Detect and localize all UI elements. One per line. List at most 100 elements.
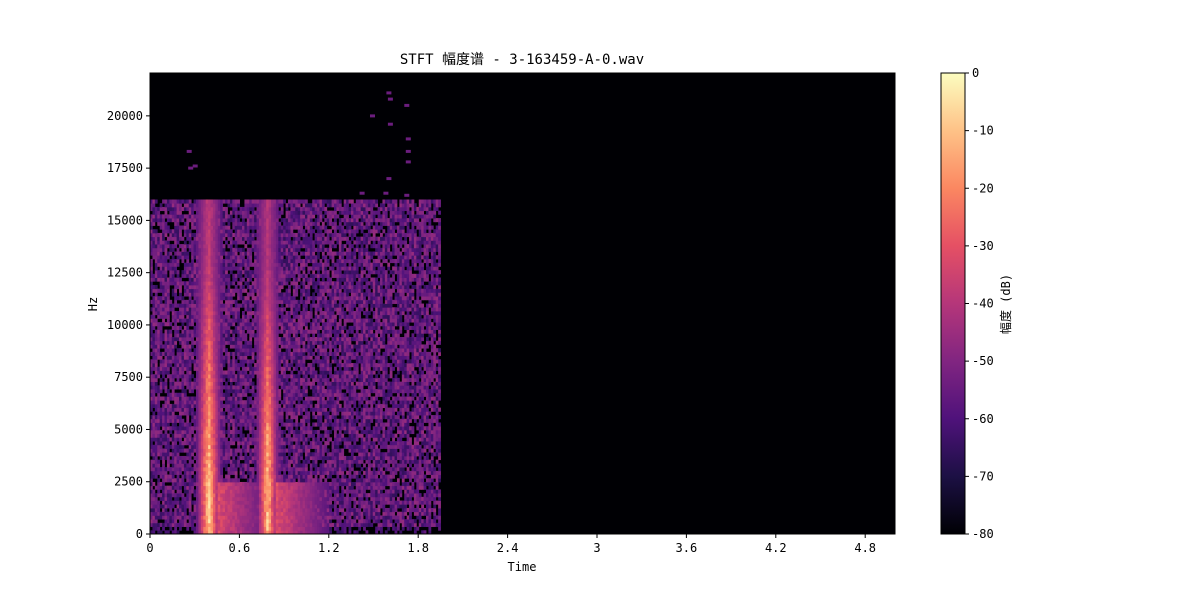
heatmap-cell (237, 221, 240, 226)
heatmap-cell (186, 403, 190, 409)
heatmap-cell (273, 496, 277, 501)
heatmap-cell (171, 340, 175, 345)
heatmap-cell (249, 478, 253, 483)
heatmap-cell (171, 511, 175, 516)
heatmap-cell (232, 199, 236, 204)
heatmap-cell (179, 526, 182, 531)
heatmap-cell (174, 403, 178, 409)
heatmap-cell (266, 422, 270, 427)
heatmap-cell (174, 355, 178, 360)
heatmap-cell (174, 496, 178, 501)
heatmap-cell (162, 526, 165, 531)
heatmap-cell (154, 370, 158, 375)
heatmap-cell (208, 526, 211, 531)
heatmap-cell (164, 348, 168, 353)
heatmap-cell (256, 519, 260, 524)
heatmap-cell (176, 452, 180, 457)
heatmap-cell (266, 511, 270, 516)
heatmap-cell (261, 493, 265, 498)
heatmap-cell (239, 225, 243, 230)
heatmap-cell (169, 329, 173, 334)
heatmap-cell (290, 351, 294, 356)
heatmap-cell (217, 247, 221, 252)
heatmap-cell (268, 337, 272, 342)
heatmap-cell (181, 270, 185, 275)
heatmap-cell (179, 251, 182, 256)
heatmap-cell (239, 284, 243, 290)
heatmap-cell (278, 273, 282, 278)
heatmap-cell (232, 437, 236, 442)
heatmap-cell (229, 519, 233, 524)
heatmap-cell (193, 221, 197, 226)
heatmap-cell (171, 374, 175, 379)
heatmap-cell (283, 452, 286, 457)
heatmap-cell (234, 389, 238, 394)
heatmap-cell (188, 281, 192, 286)
heatmap-cell (258, 232, 262, 238)
heatmap-cell (186, 351, 190, 356)
heatmap-cell (249, 377, 253, 383)
heatmap-cell (169, 467, 173, 472)
heatmap-cell (288, 467, 291, 472)
heatmap-cell (183, 232, 187, 238)
heatmap-cell (166, 266, 170, 271)
heatmap-cell (188, 452, 192, 457)
heatmap-cell (176, 270, 180, 275)
heatmap-cell (275, 422, 279, 427)
heatmap-cell (154, 210, 158, 215)
heatmap-cell (258, 325, 262, 330)
heatmap-cell (263, 474, 267, 479)
heatmap-cell (227, 400, 231, 405)
heatmap-cell (212, 474, 216, 479)
heatmap-cell (154, 199, 158, 204)
heatmap-cell (258, 374, 262, 379)
heatmap-cell (225, 429, 228, 435)
heatmap-cell (171, 318, 175, 323)
heatmap-cell (263, 459, 267, 464)
heatmap-cell (169, 489, 173, 494)
heatmap-cell (249, 448, 253, 453)
heatmap-cell (278, 522, 282, 527)
heatmap-cell (268, 199, 272, 204)
heatmap-cell (237, 370, 240, 375)
heatmap-cell (183, 270, 187, 275)
heatmap-cell (220, 429, 224, 435)
heatmap-cell (183, 474, 187, 479)
heatmap-cell (258, 415, 262, 420)
heatmap-cell (273, 210, 277, 215)
heatmap-cell (222, 500, 226, 505)
heatmap-cell (164, 452, 168, 457)
heatmap-cell (152, 333, 156, 338)
heatmap-cell (200, 389, 204, 394)
heatmap-cell (220, 452, 224, 457)
heatmap-cell (278, 504, 282, 509)
heatmap-cell (208, 229, 211, 234)
heatmap-cell (159, 481, 163, 487)
heatmap-cell (208, 426, 211, 431)
heatmap-cell (275, 389, 279, 394)
heatmap-cell (271, 455, 274, 461)
heatmap-cell (261, 307, 265, 312)
heatmap-cell (164, 429, 168, 435)
heatmap-cell (258, 400, 262, 405)
heatmap-cell (171, 459, 175, 464)
heatmap-cell (232, 496, 236, 501)
heatmap-cell (191, 266, 194, 271)
heatmap-cell (174, 229, 178, 234)
heatmap-cell (249, 489, 253, 494)
heatmap-cell (169, 199, 173, 204)
heatmap-cell (249, 225, 253, 230)
heatmap-cell (244, 281, 248, 286)
heatmap-cell (157, 206, 161, 212)
heatmap-cell (271, 307, 274, 312)
heatmap-cell (297, 273, 301, 278)
heatmap-cell (179, 485, 182, 490)
heatmap-cell (263, 292, 267, 297)
heatmap-cell (258, 288, 262, 293)
heatmap-cell (256, 310, 260, 316)
heatmap-cell (212, 407, 216, 412)
heatmap-cell (212, 310, 216, 316)
heatmap-cell (285, 448, 289, 453)
heatmap-cell (273, 437, 277, 442)
heatmap-cell (229, 236, 233, 241)
